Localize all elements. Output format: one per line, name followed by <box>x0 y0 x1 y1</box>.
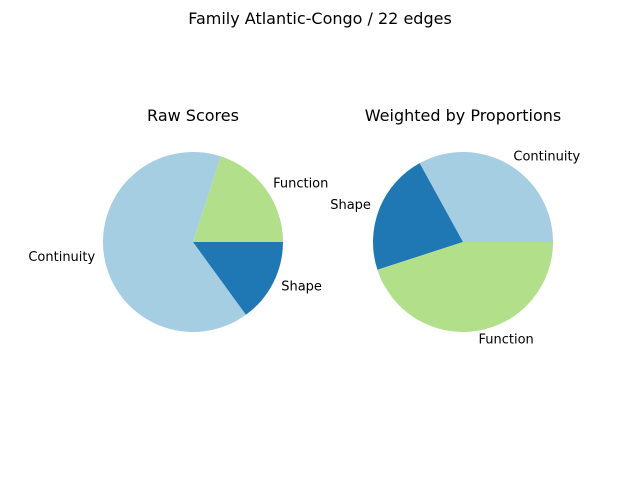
pie-label-weighted-shape: Shape <box>330 198 371 213</box>
pie-chart-weighted: Weighted by Proportions Continuity Shape F… <box>330 106 580 347</box>
pie-label-raw-scores-shape: Shape <box>281 279 322 294</box>
pie-chart-raw-scores: Raw Scores Function Continuity Shape <box>28 106 328 332</box>
pie-title-raw-scores: Raw Scores <box>147 106 239 125</box>
figure-title: Family Atlantic-Congo / 22 edges <box>188 9 452 28</box>
pie-slice-weighted-function <box>377 242 553 333</box>
pie-slice-weighted-continuity <box>419 152 553 242</box>
pie-slice-raw-scores-shape <box>193 242 283 315</box>
pie-slice-weighted-shape <box>372 163 463 270</box>
pie-label-weighted-function: Function <box>478 332 533 347</box>
pie-label-weighted-continuity: Continuity <box>513 149 580 164</box>
pie-label-raw-scores-function: Function <box>273 176 328 191</box>
pie-title-weighted: Weighted by Proportions <box>365 106 561 125</box>
pie-slice-raw-scores-continuity <box>102 151 246 332</box>
pie-slice-raw-scores-function <box>193 156 283 242</box>
pie-label-raw-scores-continuity: Continuity <box>28 250 95 265</box>
